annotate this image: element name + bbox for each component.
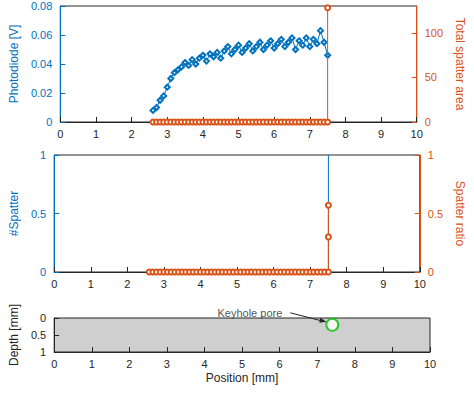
svg-text:6: 6	[277, 358, 283, 370]
svg-text:9: 9	[389, 358, 395, 370]
svg-text:4: 4	[200, 128, 206, 140]
svg-text:0.08: 0.08	[31, 0, 52, 12]
svg-text:3: 3	[164, 128, 170, 140]
svg-text:Depth [mm]: Depth [mm]	[7, 304, 21, 366]
svg-text:2: 2	[126, 358, 132, 370]
svg-text:0.02: 0.02	[31, 87, 52, 99]
svg-text:Photodiode [V]: Photodiode [V]	[7, 25, 21, 104]
svg-text:Spatter ratio: Spatter ratio	[453, 181, 467, 247]
svg-text:100: 100	[425, 27, 443, 39]
svg-text:4: 4	[197, 278, 203, 290]
svg-text:8: 8	[344, 278, 350, 290]
svg-text:0: 0	[57, 128, 63, 140]
svg-text:3: 3	[161, 278, 167, 290]
svg-text:1: 1	[40, 346, 46, 358]
svg-text:1: 1	[88, 278, 94, 290]
svg-text:50: 50	[425, 71, 437, 83]
svg-text:Total spatter area: Total spatter area	[453, 18, 467, 111]
svg-text:0.5: 0.5	[428, 208, 443, 220]
svg-text:7: 7	[307, 278, 313, 290]
svg-text:6: 6	[271, 128, 277, 140]
svg-text:0.5: 0.5	[31, 208, 46, 220]
svg-text:Position [mm]: Position [mm]	[206, 371, 279, 385]
svg-text:1: 1	[428, 149, 434, 161]
svg-text:5: 5	[239, 358, 245, 370]
svg-text:9: 9	[378, 128, 384, 140]
svg-text:10: 10	[411, 128, 423, 140]
svg-text:0.06: 0.06	[31, 29, 52, 41]
svg-text:10: 10	[414, 278, 426, 290]
svg-text:0: 0	[40, 312, 46, 324]
svg-text:9: 9	[380, 278, 386, 290]
svg-text:8: 8	[342, 128, 348, 140]
svg-text:2: 2	[124, 278, 130, 290]
svg-text:0: 0	[51, 358, 57, 370]
svg-text:4: 4	[201, 358, 207, 370]
svg-text:0: 0	[40, 266, 46, 278]
svg-text:0.5: 0.5	[31, 329, 46, 341]
svg-text:7: 7	[314, 358, 320, 370]
svg-text:0: 0	[51, 278, 57, 290]
svg-text:#Spatter: #Spatter	[7, 191, 21, 236]
svg-text:1: 1	[40, 149, 46, 161]
svg-text:Keyhole pore: Keyhole pore	[217, 307, 282, 319]
svg-text:3: 3	[164, 358, 170, 370]
svg-text:5: 5	[234, 278, 240, 290]
svg-text:0: 0	[428, 266, 434, 278]
svg-text:1: 1	[89, 358, 95, 370]
svg-text:7: 7	[307, 128, 313, 140]
svg-text:0: 0	[46, 116, 52, 128]
svg-text:1: 1	[93, 128, 99, 140]
svg-text:0.04: 0.04	[31, 58, 52, 70]
svg-text:5: 5	[235, 128, 241, 140]
svg-text:6: 6	[270, 278, 276, 290]
svg-text:2: 2	[129, 128, 135, 140]
svg-text:8: 8	[352, 358, 358, 370]
svg-text:10: 10	[424, 358, 436, 370]
svg-text:0: 0	[425, 116, 431, 128]
